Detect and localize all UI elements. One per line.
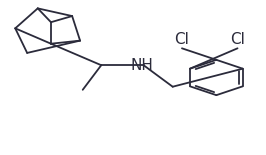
Text: NH: NH	[131, 58, 154, 73]
Text: Cl: Cl	[174, 32, 189, 47]
Text: Cl: Cl	[230, 32, 245, 47]
